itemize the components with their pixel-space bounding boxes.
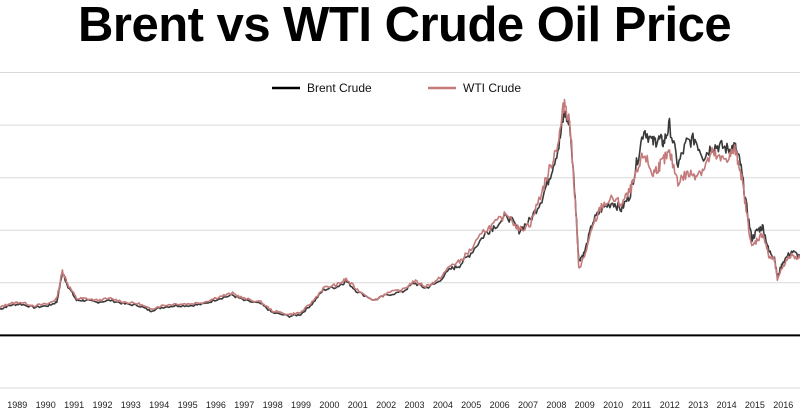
x-tick-label: 1998 xyxy=(263,400,283,410)
x-tick-label: 1999 xyxy=(291,400,311,410)
legend: Brent Crude WTI Crude xyxy=(272,81,521,95)
series-line-brent xyxy=(0,110,800,318)
x-tick-label: 2010 xyxy=(603,400,623,410)
x-tick-label: 1997 xyxy=(234,400,254,410)
x-tick-label: 1993 xyxy=(121,400,141,410)
x-tick-label: 2001 xyxy=(348,400,368,410)
x-tick-label: 1996 xyxy=(206,400,226,410)
x-tick-label: 1992 xyxy=(92,400,112,410)
x-tick-label: 2006 xyxy=(490,400,510,410)
x-tick-label: 1995 xyxy=(178,400,198,410)
x-tick-label: 2008 xyxy=(546,400,566,410)
x-tick-label: 2012 xyxy=(660,400,680,410)
x-tick-label: 2009 xyxy=(575,400,595,410)
series-lines xyxy=(0,98,800,318)
x-tick-label: 1989 xyxy=(7,400,27,410)
x-tick-label: 1991 xyxy=(64,400,84,410)
x-tick-label: 2003 xyxy=(404,400,424,410)
x-tick-label: 2011 xyxy=(632,400,651,410)
x-tick-label: 2005 xyxy=(461,400,481,410)
x-axis: 1989 1990 1991 1992 1993 1994 1995 1996 1997 1998… xyxy=(7,400,793,410)
x-tick-label: 2015 xyxy=(745,400,765,410)
x-tick-label: 2007 xyxy=(518,400,538,410)
x-tick-label: 2002 xyxy=(376,400,396,410)
legend-label-brent: Brent Crude xyxy=(307,81,372,95)
legend-label-wti: WTI Crude xyxy=(463,81,521,95)
x-tick-label: 2013 xyxy=(688,400,708,410)
x-tick-label: 1990 xyxy=(36,400,56,410)
x-tick-label: 2016 xyxy=(773,400,793,410)
gridlines xyxy=(0,72,800,389)
series-line-wti xyxy=(0,98,800,316)
x-tick-label: 2004 xyxy=(433,400,453,410)
x-tick-label: 2000 xyxy=(319,400,339,410)
x-tick-label: 2014 xyxy=(717,400,737,410)
x-tick-label: 1994 xyxy=(149,400,169,410)
chart-title: Brent vs WTI Crude Oil Price xyxy=(78,0,732,52)
